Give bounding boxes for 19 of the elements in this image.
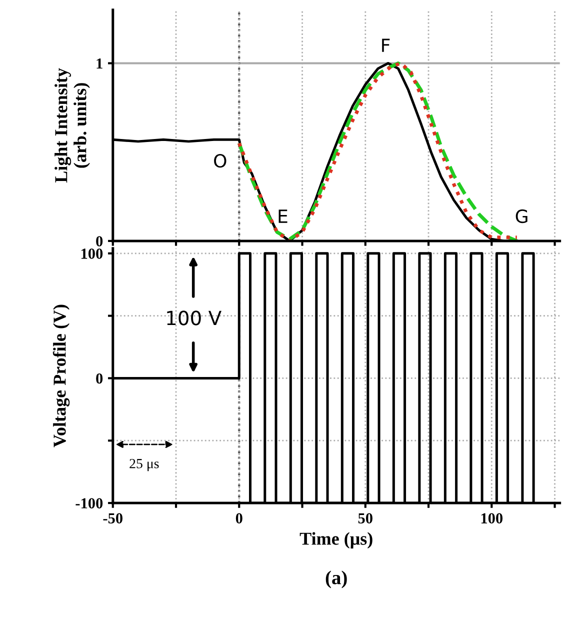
x-tick-label: 50	[358, 513, 372, 524]
y-tick-label: 1	[96, 58, 102, 69]
x-tick-label: 0	[236, 513, 242, 524]
y-tick-label: 0	[96, 373, 103, 384]
y-axis-title: Light Intensity (arb. units)	[54, 68, 90, 183]
x-tick-label: 100	[481, 513, 503, 524]
annotation: F	[382, 38, 390, 52]
annotation: 100 V	[167, 310, 222, 326]
annotation: G	[516, 209, 528, 224]
annotation: E	[278, 210, 288, 223]
y-tick-label: 0	[96, 236, 103, 246]
y-tick-label: 100	[81, 248, 103, 259]
annotation: O	[214, 154, 226, 168]
x-tick-label: -50	[103, 513, 122, 524]
text: (a)	[326, 570, 347, 588]
annotation: 25 μs	[130, 458, 159, 472]
y-axis-title: Voltage Profile (V)	[52, 304, 70, 448]
y-tick-label: -100	[76, 498, 103, 508]
x-axis-title: Time (μs)	[300, 532, 372, 549]
